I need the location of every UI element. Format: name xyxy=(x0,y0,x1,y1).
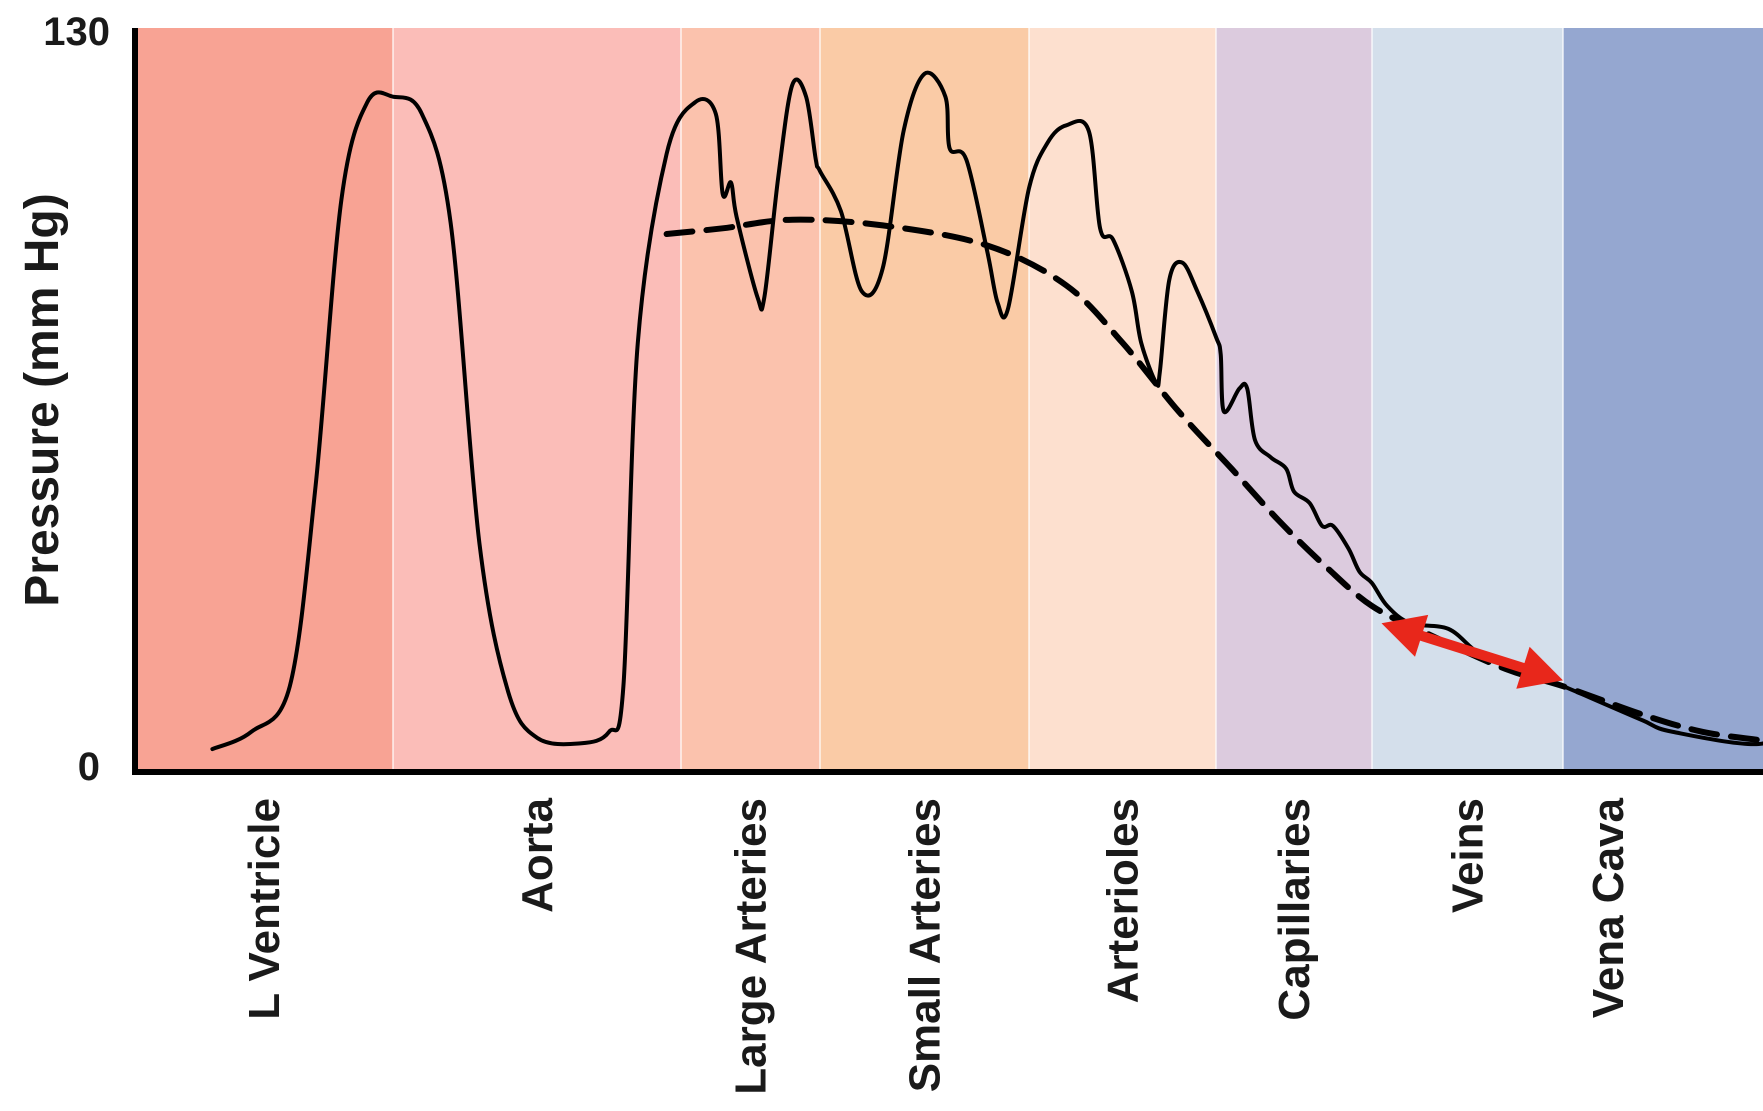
region-band-vena-cava xyxy=(1563,28,1763,772)
double-arrow-head-start xyxy=(1381,614,1429,657)
region-label-vena-cava: Vena Cava xyxy=(1584,797,1633,1018)
pressure-waveform-line xyxy=(210,70,1763,752)
region-label-arterioles: Arterioles xyxy=(1099,798,1148,1003)
y-tick-label-bottom: 0 xyxy=(78,745,100,789)
region-band-aorta xyxy=(393,28,681,772)
mean-pressure-dashed-line xyxy=(663,216,1763,744)
region-band-capillaries xyxy=(1216,28,1372,772)
region-label-l-ventricle: L Ventricle xyxy=(240,798,289,1020)
y-axis-title: Pressure (mm Hg) xyxy=(16,193,69,606)
axes: 130 0 Pressure (mm Hg) xyxy=(16,10,1763,789)
region-label-large-arteries: Large Arteries xyxy=(727,798,776,1095)
region-bands xyxy=(135,28,1763,772)
region-label-veins: Veins xyxy=(1444,798,1493,913)
annotation-layer xyxy=(1381,614,1563,689)
region-labels: L Ventricle Aorta Large Arteries Small Arte… xyxy=(240,797,1633,1094)
double-arrow-head-end xyxy=(1516,646,1563,689)
series-layer xyxy=(210,70,1763,752)
region-label-capillaries: Capillaries xyxy=(1270,798,1319,1021)
region-label-small-arteries: Small Arteries xyxy=(901,798,950,1092)
region-band-large-arteries xyxy=(681,28,820,772)
region-band-small-arteries xyxy=(820,28,1029,772)
region-label-aorta: Aorta xyxy=(513,797,562,912)
region-band-arterioles xyxy=(1029,28,1216,772)
double-arrow-shaft xyxy=(1412,628,1533,676)
y-tick-label-top: 130 xyxy=(43,10,110,54)
